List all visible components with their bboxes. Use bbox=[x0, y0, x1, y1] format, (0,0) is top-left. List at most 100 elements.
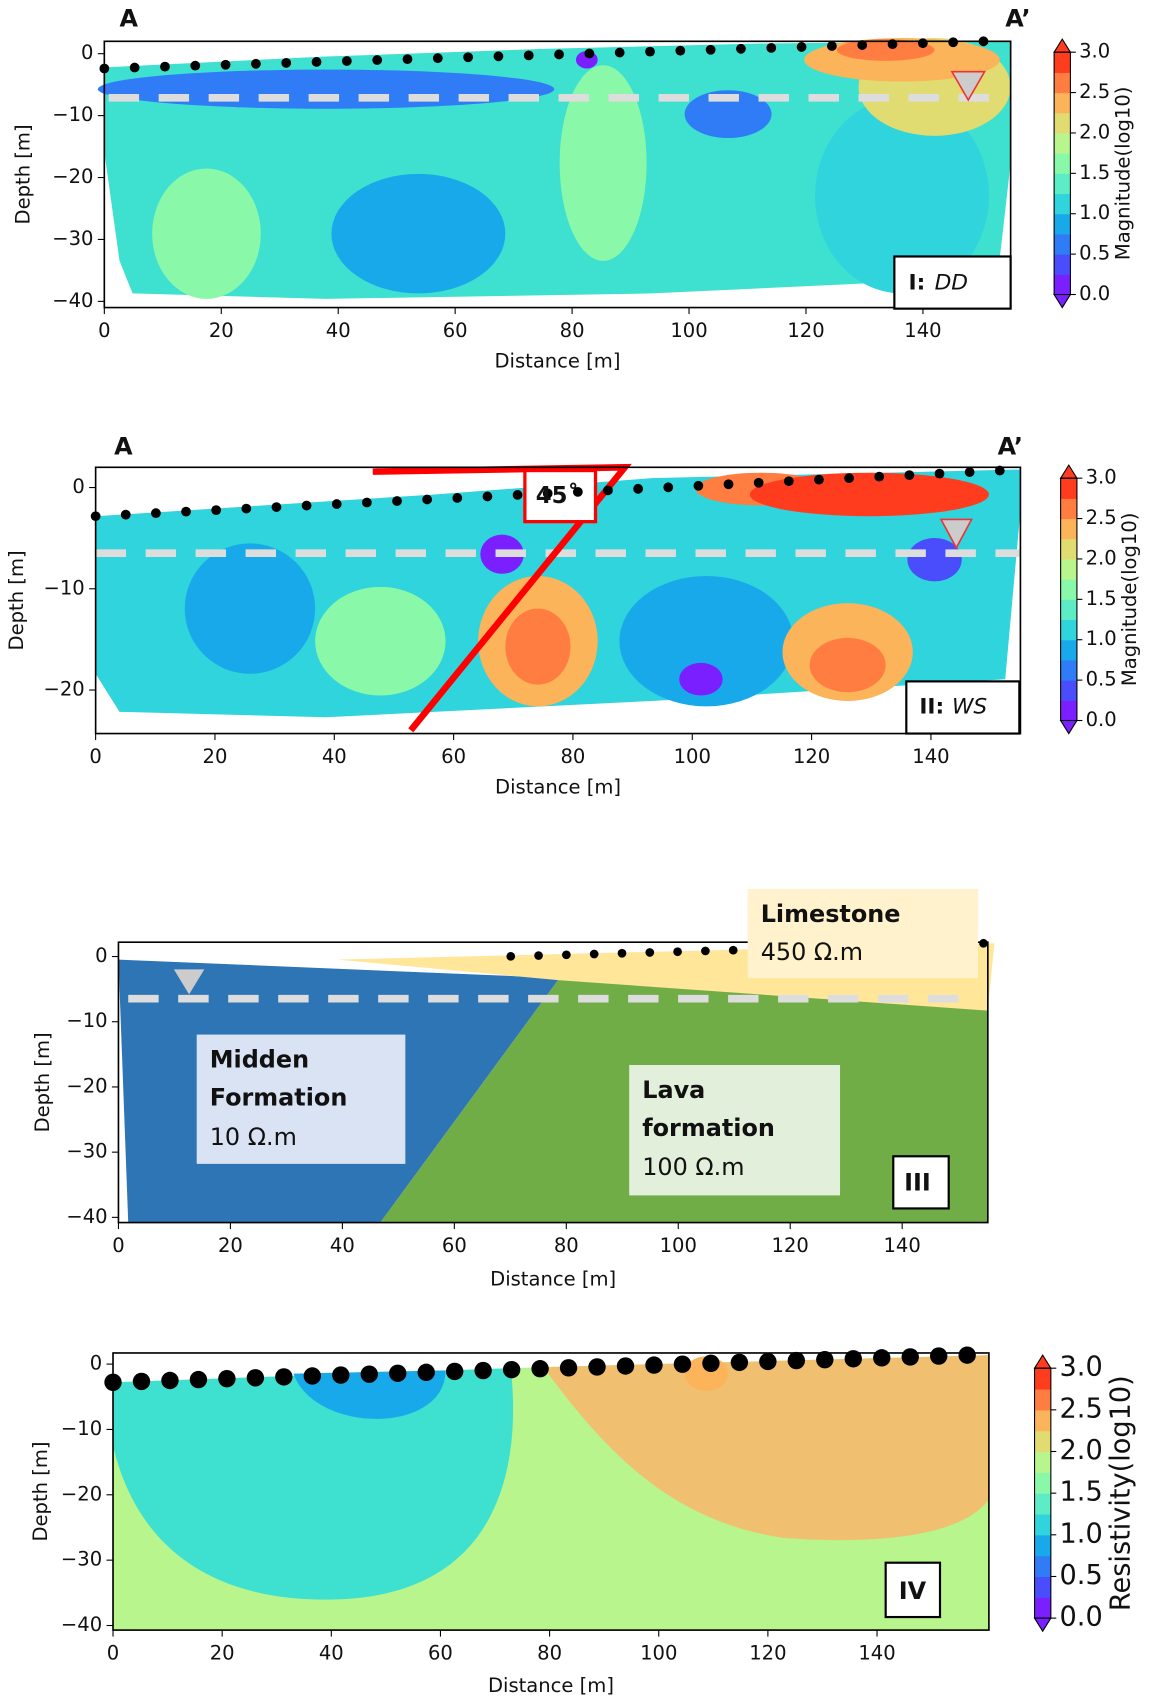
electrode bbox=[701, 947, 710, 956]
colorbar-tick-label: 0.0 bbox=[1079, 282, 1110, 305]
colorbar-band bbox=[1061, 599, 1077, 620]
colorbar-band bbox=[1054, 194, 1070, 215]
electrode bbox=[342, 56, 352, 66]
electrode bbox=[618, 949, 627, 958]
colorbar-tick-label: 2.5 bbox=[1060, 1393, 1103, 1424]
colorbar-extend bbox=[1061, 721, 1077, 734]
y-tick-label: −20 bbox=[52, 165, 93, 188]
electrode bbox=[663, 482, 673, 492]
electrode bbox=[503, 1361, 520, 1378]
annotation: 100 Ω.m bbox=[642, 1153, 744, 1181]
annotation: II: bbox=[919, 694, 944, 719]
electrode bbox=[633, 484, 643, 494]
y-tick-label: −40 bbox=[66, 1205, 107, 1228]
colorbar-extend bbox=[1054, 295, 1070, 308]
electrode bbox=[731, 1354, 748, 1371]
colorbar-tick-label: 2.5 bbox=[1079, 80, 1110, 103]
colorbar-band bbox=[1035, 1389, 1051, 1410]
electrode bbox=[389, 1365, 406, 1382]
electrode bbox=[332, 499, 342, 509]
x-tick-label: 120 bbox=[749, 1641, 786, 1664]
x-tick-label: 0 bbox=[107, 1641, 119, 1664]
colorbar-tick-label: 3.0 bbox=[1079, 40, 1110, 63]
x-tick-label: 60 bbox=[441, 745, 466, 768]
electrode bbox=[362, 498, 372, 508]
colorbar-band bbox=[1035, 1431, 1051, 1452]
electrode bbox=[218, 1370, 235, 1387]
y-tick-label: −40 bbox=[61, 1613, 102, 1636]
electrode bbox=[221, 60, 231, 70]
colorbar-band bbox=[1061, 680, 1077, 701]
field-region bbox=[907, 538, 961, 581]
colorbar-band bbox=[1054, 72, 1070, 93]
electrode bbox=[275, 1368, 292, 1385]
electrode bbox=[918, 38, 928, 48]
colorbar-extend bbox=[1035, 1355, 1051, 1368]
electrode bbox=[133, 1373, 150, 1390]
annotation: Midden bbox=[210, 1046, 309, 1074]
colorbar-tick-label: 3.0 bbox=[1060, 1352, 1103, 1383]
electrode bbox=[160, 62, 170, 72]
colorbar-band bbox=[1035, 1368, 1051, 1389]
annotation: III bbox=[904, 1168, 931, 1196]
electrode bbox=[958, 1346, 975, 1363]
electrode bbox=[675, 46, 685, 56]
x-tick-label: 40 bbox=[322, 745, 347, 768]
colorbar-band bbox=[1035, 1556, 1051, 1577]
x-tick-label: 100 bbox=[660, 1234, 697, 1257]
colorbar-tick-label: 1.5 bbox=[1086, 587, 1117, 610]
electrode bbox=[766, 43, 776, 53]
colorbar-label: Magnitude(log10) bbox=[1112, 87, 1135, 260]
y-tick-label: −20 bbox=[61, 1482, 102, 1505]
electrode bbox=[302, 501, 312, 511]
colorbar-band bbox=[1061, 498, 1077, 519]
x-tick-label: 20 bbox=[210, 1641, 235, 1664]
electrode bbox=[844, 473, 854, 483]
colorbar-band bbox=[1054, 254, 1070, 275]
electrode bbox=[904, 470, 914, 480]
x-tick-label: 60 bbox=[442, 1234, 467, 1257]
electrode bbox=[560, 1359, 577, 1376]
electrode bbox=[554, 50, 564, 60]
x-tick-label: 120 bbox=[772, 1234, 809, 1257]
electrode bbox=[694, 481, 704, 491]
electrode bbox=[702, 1355, 719, 1372]
x-tick-label: 0 bbox=[98, 319, 110, 342]
y-tick-label: −10 bbox=[66, 1009, 107, 1032]
electrode bbox=[241, 504, 251, 514]
figure: 020406080100120140−40−30−20−100Distance … bbox=[0, 0, 1153, 1704]
colorbar-band bbox=[1054, 173, 1070, 194]
electrode bbox=[121, 510, 131, 520]
electrode bbox=[706, 45, 716, 55]
y-axis-label: Depth [m] bbox=[29, 1442, 52, 1542]
electrode bbox=[874, 472, 884, 482]
electrode bbox=[603, 485, 613, 495]
colorbar-band bbox=[1035, 1535, 1051, 1556]
electrode bbox=[332, 1366, 349, 1383]
colorbar-band bbox=[1035, 1493, 1051, 1514]
electrode bbox=[645, 47, 655, 57]
field-region bbox=[679, 663, 722, 696]
y-tick-label: −20 bbox=[43, 678, 84, 701]
colorbar-band bbox=[1061, 519, 1077, 540]
colorbar-tick-label: 2.0 bbox=[1079, 120, 1110, 143]
colorbar-tick-label: 0.5 bbox=[1079, 242, 1110, 265]
electrode bbox=[615, 48, 625, 58]
electrode bbox=[645, 948, 654, 957]
y-tick-label: −10 bbox=[52, 103, 93, 126]
x-tick-label: 100 bbox=[670, 319, 707, 342]
colorbar-band bbox=[1054, 274, 1070, 295]
annotation: I: bbox=[908, 271, 925, 296]
field-region bbox=[331, 174, 505, 294]
y-tick-label: −10 bbox=[43, 576, 84, 599]
electrode bbox=[422, 495, 432, 505]
electrode bbox=[474, 1362, 491, 1379]
x-tick-label: 80 bbox=[560, 319, 585, 342]
annotation: Formation bbox=[210, 1084, 348, 1112]
electrode bbox=[534, 951, 543, 960]
annotation: 450 Ω.m bbox=[761, 938, 863, 966]
colorbar-band bbox=[1035, 1576, 1051, 1597]
electrode bbox=[930, 1347, 947, 1364]
electrode bbox=[724, 479, 734, 489]
electrode bbox=[873, 1349, 890, 1366]
